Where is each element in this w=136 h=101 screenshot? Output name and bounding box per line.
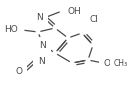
- Text: OH: OH: [67, 6, 81, 15]
- Text: N: N: [36, 14, 43, 23]
- Text: Cl: Cl: [90, 15, 99, 24]
- Text: O: O: [104, 58, 111, 67]
- Text: CH₃: CH₃: [114, 58, 128, 67]
- Text: N: N: [40, 42, 46, 50]
- Text: HO: HO: [4, 25, 18, 35]
- Text: N: N: [38, 56, 45, 66]
- Text: O: O: [15, 67, 22, 76]
